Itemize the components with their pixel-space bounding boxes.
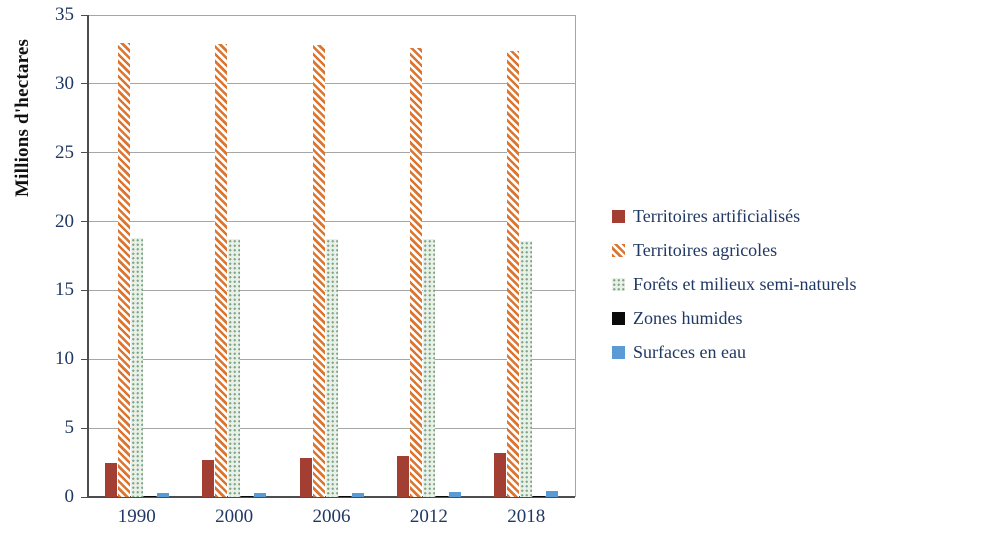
bar-territoires-artificialises <box>202 459 215 497</box>
legend-item-surfaces-en-eau: Surfaces en eau <box>612 342 856 363</box>
legend-item-territoires-agricoles: Territoires agricoles <box>612 240 856 261</box>
legend-swatch-territoires-artificialises <box>612 210 625 223</box>
y-tick-label: 30 <box>55 72 74 94</box>
legend-label-surfaces-en-eau: Surfaces en eau <box>633 342 746 362</box>
bar-territoires-artificialises <box>396 455 409 497</box>
bar-territoires-agricoles <box>312 45 325 497</box>
bar-zones-humides <box>241 495 254 497</box>
bar-surfaces-en-eau <box>156 492 169 497</box>
bar-surfaces-en-eau <box>351 492 364 497</box>
legend-item-zones-humides: Zones humides <box>612 308 856 329</box>
y-axis-line <box>87 15 89 497</box>
y-tick-label: 25 <box>55 141 74 163</box>
legend-swatch-forets-et-milieux-semi-naturels <box>612 278 625 291</box>
legend-item-territoires-artificialises: Territoires artificialisés <box>612 206 856 227</box>
bar-surfaces-en-eau <box>546 491 559 497</box>
bar-forets-et-milieux-semi-naturels <box>422 239 435 497</box>
x-tick-label: 2018 <box>507 506 546 527</box>
bar-forets-et-milieux-semi-naturels <box>520 240 533 497</box>
bar-surfaces-en-eau <box>448 492 461 497</box>
y-tick-mark <box>81 14 88 16</box>
bar-territoires-agricoles <box>215 43 228 497</box>
x-tick-label: 1990 <box>117 506 156 527</box>
bar-territoires-agricoles <box>409 48 422 497</box>
legend-item-forets-et-milieux-semi-naturels: Forêts et milieux semi-naturels <box>612 274 856 295</box>
gridline <box>88 83 575 85</box>
bar-zones-humides <box>338 495 351 497</box>
x-tick-label: 2012 <box>409 506 448 527</box>
bar-territoires-artificialises <box>104 462 117 497</box>
y-tick-label: 0 <box>64 486 75 507</box>
bar-forets-et-milieux-semi-naturels <box>325 239 338 497</box>
bar-territoires-agricoles <box>117 42 130 497</box>
bar-surfaces-en-eau <box>254 492 267 497</box>
y-tick-label: 20 <box>55 210 74 232</box>
x-tick-label: 2006 <box>312 506 351 527</box>
bar-zones-humides <box>533 495 546 497</box>
bar-forets-et-milieux-semi-naturels <box>228 239 241 497</box>
y-tick-label: 10 <box>55 348 74 370</box>
y-tick-label: 15 <box>55 279 74 301</box>
legend-swatch-surfaces-en-eau <box>612 346 625 359</box>
bar-territoires-agricoles <box>507 50 520 497</box>
y-tick-mark <box>81 427 88 429</box>
gridline <box>88 152 575 154</box>
legend-label-territoires-artificialises: Territoires artificialisés <box>633 206 801 226</box>
legend-swatch-territoires-agricoles <box>612 244 625 257</box>
y-tick-mark <box>81 289 88 291</box>
legend-label-territoires-agricoles: Territoires agricoles <box>633 240 778 260</box>
legend-label-zones-humides: Zones humides <box>633 308 743 328</box>
y-tick-mark <box>81 496 88 498</box>
legend-swatch-zones-humides <box>612 312 625 325</box>
y-tick-mark <box>81 83 88 85</box>
gridline <box>88 14 575 16</box>
y-tick-label: 5 <box>64 417 75 439</box>
y-tick-mark <box>81 152 88 154</box>
y-tick-mark <box>81 358 88 360</box>
y-axis-title: Millions d'hectares <box>12 38 33 198</box>
bar-zones-humides <box>143 495 156 497</box>
legend-label-forets-et-milieux-semi-naturels: Forêts et milieux semi-naturels <box>633 274 857 294</box>
x-axis-line <box>88 496 575 498</box>
bar-forets-et-milieux-semi-naturels <box>130 238 143 497</box>
bar-territoires-artificialises <box>494 452 507 497</box>
y-tick-label: 35 <box>55 4 74 25</box>
plot-right-border <box>575 15 576 497</box>
legend: Territoires artificialisés Territoires ag… <box>612 206 856 363</box>
y-tick-mark <box>81 221 88 223</box>
bar-territoires-artificialises <box>299 458 312 497</box>
x-tick-label: 2000 <box>215 506 254 527</box>
gridline <box>88 221 575 223</box>
bar-zones-humides <box>435 495 448 497</box>
